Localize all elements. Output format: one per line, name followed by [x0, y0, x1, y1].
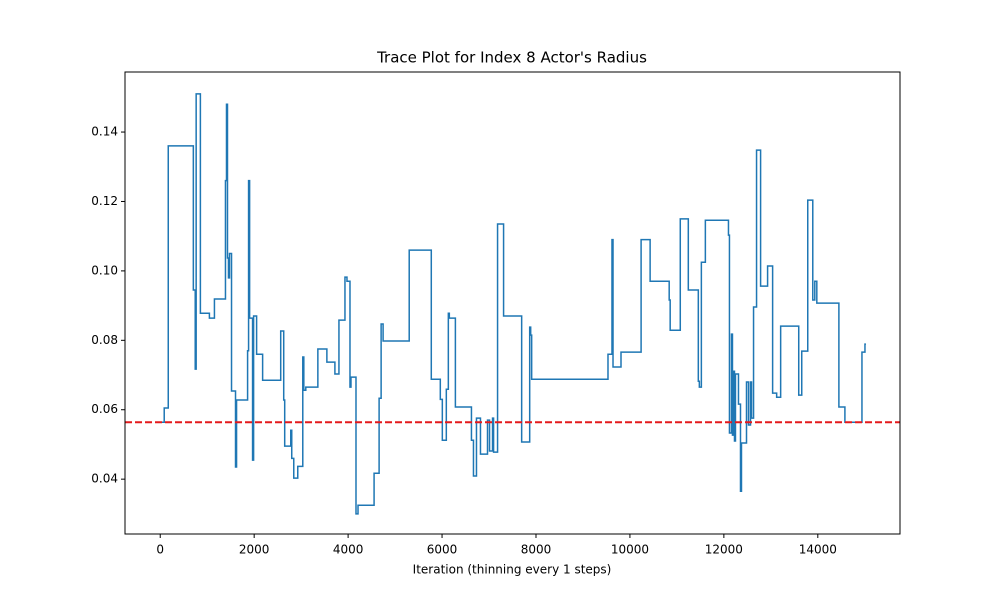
chart-title: Trace Plot for Index 8 Actor's Radius	[376, 49, 647, 67]
plot-frame	[124, 71, 901, 535]
y-tick-label: 0.08	[91, 333, 118, 347]
y-tick-label: 0.12	[91, 194, 118, 208]
x-tick-label: 0	[156, 543, 164, 557]
trace-line	[160, 93, 866, 515]
y-tick-label: 0.06	[91, 402, 118, 416]
x-tick-label: 12000	[705, 543, 743, 557]
x-tick-label: 2000	[239, 543, 270, 557]
x-tick-label: 10000	[611, 543, 649, 557]
x-axis-label: Iteration (thinning every 1 steps)	[413, 563, 612, 577]
x-tick-label: 4000	[333, 543, 364, 557]
x-tick-label: 8000	[521, 543, 552, 557]
y-tick-label: 0.14	[91, 125, 118, 139]
y-tick-label: 0.04	[91, 472, 118, 486]
x-tick-label: 14000	[799, 543, 837, 557]
y-tick-label: 0.10	[91, 263, 118, 277]
x-tick-label: 6000	[427, 543, 458, 557]
